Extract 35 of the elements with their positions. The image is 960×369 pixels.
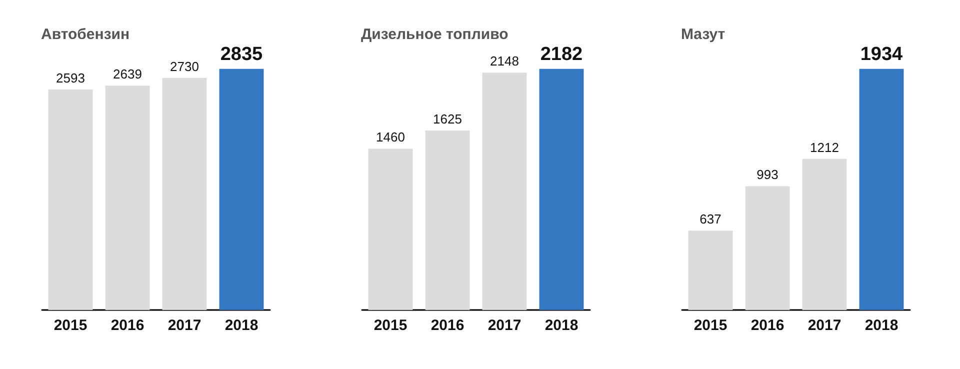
x-tick-label: 2018	[864, 317, 898, 334]
chart-title: Дизельное топливо	[361, 26, 508, 43]
bar	[425, 130, 470, 310]
bar	[688, 230, 733, 310]
x-tick-label: 2016	[430, 317, 464, 334]
data-label: 2182	[540, 44, 583, 65]
x-tick-label: 2018	[224, 317, 258, 334]
data-label: 993	[756, 167, 778, 182]
bar	[745, 186, 790, 310]
data-label: 2148	[490, 54, 519, 69]
chart-title: Автобензин	[41, 26, 130, 43]
x-tick-label: 2015	[694, 317, 728, 334]
x-tick-label: 2015	[374, 317, 408, 334]
data-label: 2593	[56, 70, 85, 86]
x-tick-label: 2017	[168, 317, 202, 334]
data-label: 2639	[113, 66, 142, 82]
bar	[802, 158, 847, 310]
data-label: 637	[700, 212, 722, 227]
bar	[368, 148, 413, 310]
x-tick-label: 2018	[544, 317, 578, 334]
chart-title: Мазут	[681, 26, 726, 43]
x-tick-label: 2015	[54, 317, 88, 334]
data-label: 2835	[220, 44, 264, 65]
data-label: 1625	[433, 111, 462, 126]
bar	[482, 72, 527, 310]
x-tick-label: 2017	[488, 317, 522, 334]
bar	[539, 68, 584, 310]
x-tick-label: 2016	[110, 317, 144, 334]
x-tick-label: 2017	[808, 317, 842, 334]
data-label: 2730	[170, 58, 199, 74]
data-label: 1934	[860, 44, 904, 65]
data-label: 1212	[810, 140, 839, 155]
data-label: 1460	[376, 130, 405, 145]
x-tick-label: 2016	[750, 317, 784, 334]
bar	[859, 68, 904, 310]
